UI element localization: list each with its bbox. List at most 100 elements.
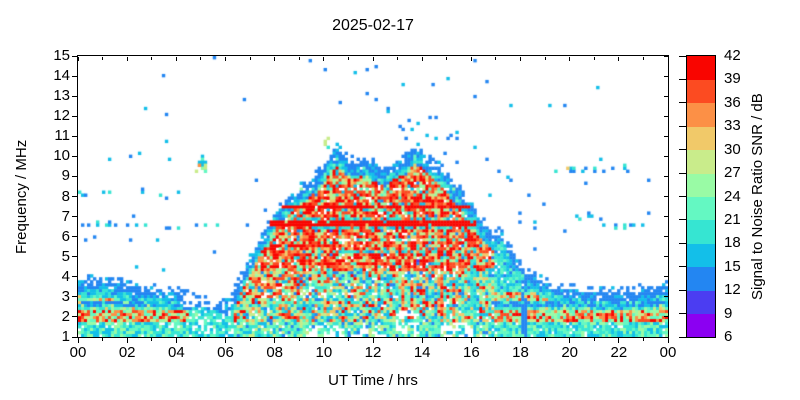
colorbar-segment — [687, 102, 715, 127]
y-tick — [72, 95, 78, 97]
colorbar-segment — [687, 56, 715, 80]
x-minor-tick-mirror — [544, 57, 546, 60]
y-tick — [72, 135, 78, 137]
y-tick-mirror — [664, 296, 668, 298]
colorbar-tick-label: 18 — [724, 234, 741, 252]
x-minor-tick — [642, 338, 644, 341]
x-minor-tick — [102, 338, 104, 341]
y-tick — [72, 216, 78, 218]
y-tick-label: 1 — [61, 328, 70, 345]
x-minor-tick-mirror — [102, 57, 104, 60]
y-tick-label: 14 — [53, 67, 70, 85]
y-tick — [72, 155, 78, 157]
x-tick — [77, 338, 79, 343]
y-tick-label: 10 — [53, 147, 70, 165]
x-tick — [225, 338, 226, 343]
y-tick-label: 4 — [61, 267, 70, 285]
x-tick — [372, 338, 374, 343]
colorbar-tick — [679, 266, 686, 268]
x-tick-label: 00 — [659, 344, 677, 361]
x-minor-tick — [249, 338, 251, 341]
colorbar-segment — [687, 266, 715, 291]
y-tick-mirror — [664, 155, 668, 157]
colorbar-tick — [679, 55, 686, 57]
y-tick-mirror — [664, 276, 668, 278]
x-minor-tick-mirror — [249, 57, 251, 60]
colorbar-tick — [679, 149, 686, 151]
y-tick-label: 3 — [61, 287, 70, 305]
x-minor-tick — [544, 338, 546, 341]
x-minor-tick — [347, 338, 349, 341]
x-minor-tick — [298, 338, 300, 341]
x-minor-tick-mirror — [347, 57, 349, 60]
y-tick — [72, 296, 78, 298]
y-tick — [72, 55, 78, 57]
y-tick — [72, 175, 78, 177]
colorbar-tick — [679, 289, 686, 291]
x-minor-tick — [200, 338, 202, 341]
y-tick-mirror — [664, 135, 668, 137]
colorbar-segment — [687, 126, 715, 151]
x-tick-label: 14 — [413, 344, 431, 361]
y-tick-mirror — [664, 236, 668, 238]
y-axis-label: Frequency / MHz — [13, 139, 30, 254]
x-minor-tick-mirror — [151, 57, 153, 60]
colorbar-segment — [687, 219, 715, 244]
y-tick-label: 13 — [53, 87, 70, 105]
x-tick — [175, 338, 177, 343]
x-tick-label: 06 — [217, 344, 234, 361]
colorbar-tick-label: 6 — [724, 328, 733, 345]
y-tick — [72, 336, 78, 338]
x-tick — [667, 338, 669, 343]
y-tick-label: 7 — [61, 207, 70, 225]
colorbar-tick-label: 15 — [724, 257, 741, 275]
colorbar-tick-label: 9 — [724, 304, 733, 322]
y-tick-mirror — [664, 95, 668, 97]
colorbar-segment — [687, 173, 715, 197]
x-tick — [126, 338, 128, 343]
x-minor-tick-mirror — [495, 57, 497, 60]
chart-title: 2025-02-17 — [332, 17, 414, 34]
x-tick-mirror — [618, 57, 620, 61]
x-tick-mirror — [126, 57, 128, 61]
x-tick-mirror — [225, 57, 226, 61]
y-tick-mirror — [664, 216, 668, 218]
colorbar-tick — [679, 219, 686, 221]
x-minor-tick — [446, 338, 448, 341]
x-tick — [421, 338, 423, 343]
x-tick-mirror — [175, 57, 177, 61]
colorbar-segment — [687, 79, 715, 104]
y-tick — [72, 115, 78, 117]
x-tick-label: 22 — [610, 344, 628, 361]
colorbar-tick — [679, 102, 686, 104]
y-tick — [72, 316, 78, 318]
y-tick-mirror — [664, 115, 668, 117]
x-tick-label: 04 — [167, 344, 185, 361]
x-minor-tick — [151, 338, 153, 341]
x-tick — [618, 338, 620, 343]
x-minor-tick-mirror — [298, 57, 300, 60]
y-tick-mirror — [664, 316, 668, 318]
colorbar-tick-label: 27 — [724, 164, 741, 182]
x-tick-mirror — [470, 57, 472, 61]
y-tick-label: 5 — [61, 247, 70, 265]
y-tick-label: 6 — [61, 227, 70, 245]
x-tick — [520, 338, 521, 343]
x-tick-mirror — [372, 57, 374, 61]
colorbar-tick-label: 30 — [724, 140, 741, 158]
x-tick — [470, 338, 472, 343]
colorbar-segment — [687, 313, 715, 338]
colorbar-segment — [687, 243, 715, 268]
y-tick-mirror — [664, 336, 668, 338]
x-minor-tick-mirror — [446, 57, 448, 60]
x-tick-mirror — [77, 57, 79, 61]
colorbar-segment — [687, 149, 715, 174]
colorbar-label: Signal to Noise Ratio SNR / dB — [749, 93, 766, 300]
x-tick — [569, 338, 571, 343]
x-axis-label: UT Time / hrs — [328, 372, 418, 389]
y-tick-mirror — [664, 175, 668, 177]
colorbar-tick — [679, 242, 686, 244]
x-tick-label: 00 — [69, 344, 87, 361]
x-minor-tick — [593, 338, 595, 341]
